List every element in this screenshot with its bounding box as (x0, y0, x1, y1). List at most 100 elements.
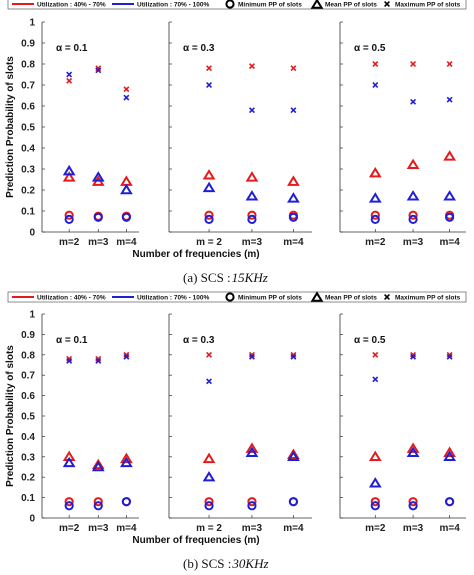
x-tick-label: m=4 (116, 237, 137, 248)
x-tick-label: m=3 (88, 237, 109, 248)
point-util-high-mean (202, 470, 216, 482)
point-util-high-mean (443, 450, 457, 462)
y-tick-label: 0.4 (21, 432, 35, 443)
panel-title: α = 0.3 (183, 43, 215, 54)
point-util-low-max (123, 351, 130, 358)
point-util-high-mean (202, 181, 216, 193)
point-util-high-min (93, 212, 103, 222)
point-util-high-mean (287, 450, 300, 462)
point-util-high-mean (368, 477, 382, 488)
legend-box (7, 291, 467, 303)
y-tick-label: 0.9 (21, 330, 35, 341)
panel-3: α = 0.5 m=2 m=3 m=4 (339, 21, 466, 248)
y-tick-label: 0.5 (21, 412, 35, 423)
legend-marker-min (225, 0, 235, 9)
x-tick-label: m=2 (59, 237, 80, 248)
point-util-high-min (288, 497, 299, 507)
point-util-high-mean (62, 456, 76, 468)
point-util-high-max (66, 71, 73, 78)
point-util-high-mean (62, 164, 76, 176)
legend-label-mean: Mean PP of slots (325, 294, 377, 301)
x-tick-label: m=4 (439, 523, 460, 534)
y-tick-label: 0.3 (21, 452, 35, 463)
point-util-low-mean (443, 446, 457, 457)
panel-title: α = 0.1 (56, 43, 88, 54)
panel-title: α = 0.1 (56, 335, 88, 346)
point-util-high-min (64, 214, 74, 224)
point-util-low-min (247, 497, 257, 507)
point-util-high-max (123, 353, 130, 360)
point-util-high-min (370, 214, 380, 224)
point-util-low-min (370, 497, 380, 507)
point-util-high-max (248, 107, 255, 114)
point-util-low-max (95, 355, 102, 362)
point-util-high-mean (120, 183, 133, 195)
point-util-high-max (123, 94, 130, 101)
panel-2: α = 0.3 m = 2 m=3 m=4 (168, 313, 312, 534)
x-tick-label: m=4 (439, 237, 460, 248)
y-tick-label: 0 (29, 228, 35, 239)
point-util-low-mean (406, 442, 420, 453)
point-util-low-min (370, 210, 380, 220)
point-util-low-mean (202, 452, 216, 464)
point-util-low-max (66, 355, 73, 362)
point-util-high-min (204, 501, 214, 511)
point-util-high-max (290, 107, 297, 114)
y-tick-label: 0 (29, 514, 35, 525)
y-tick-label: 0.2 (21, 473, 35, 484)
point-util-low-mean (120, 175, 133, 186)
legend-label-max: Maximum PP of slots (395, 1, 461, 8)
panel-title: α = 0.5 (354, 335, 386, 346)
x-tick-label: m=3 (242, 523, 263, 534)
y-tick-label: 0.2 (21, 186, 35, 197)
point-util-low-mean (245, 442, 259, 453)
point-util-high-min (121, 497, 131, 507)
point-util-low-max (410, 61, 417, 67)
point-util-high-min (288, 212, 299, 222)
y-tick-label: 0.5 (21, 123, 35, 134)
point-util-high-mean (245, 446, 259, 457)
panel-1: α = 0.1 m=2 m=3 m=4 (41, 21, 139, 248)
point-util-high-max (446, 353, 453, 360)
point-util-high-mean (368, 192, 382, 203)
legend-label-mean: Mean PP of slots (325, 1, 377, 8)
point-util-high-max (290, 353, 297, 360)
point-util-low-mean (62, 171, 76, 182)
point-util-low-max (446, 351, 453, 358)
legend-label-util-high: Utilization : 70% - 100% (137, 1, 209, 8)
point-util-high-max (206, 82, 213, 88)
legend-box (7, 0, 467, 10)
point-util-high-min (445, 212, 455, 222)
x-tick-label: m=4 (283, 523, 304, 534)
panel-2: α = 0.3 m = 2 m=3 m=4 (168, 21, 312, 248)
legend-label-min: Minimum PP of slots (238, 294, 302, 301)
point-util-high-max (66, 357, 73, 364)
point-util-high-min (93, 501, 103, 511)
point-util-low-max (446, 61, 453, 67)
point-util-high-mean (443, 190, 457, 201)
point-util-low-mean (91, 458, 105, 470)
point-util-low-mean (443, 150, 457, 161)
y-tick-label: 0.1 (21, 493, 35, 504)
subfigure-caption: (a) SCS : (183, 270, 231, 285)
point-util-low-max (372, 351, 379, 358)
point-util-low-min (204, 210, 214, 220)
point-util-low-mean (287, 175, 300, 186)
point-util-low-min (64, 497, 74, 507)
point-util-low-min (247, 210, 257, 220)
legend-marker-max (384, 1, 390, 7)
point-util-high-max (95, 357, 102, 364)
x-tick-label: m=4 (283, 237, 304, 248)
y-axis-label: Prediction Probability of slots (5, 56, 16, 198)
point-util-low-mean (202, 169, 216, 180)
point-util-high-max (95, 67, 102, 74)
point-util-low-mean (368, 166, 382, 178)
x-tick-label: m=3 (403, 237, 424, 248)
point-util-low-min (408, 497, 418, 507)
x-tick-label: m=3 (88, 523, 109, 534)
legend-label-util-high: Utilization : 70% - 100% (137, 294, 209, 301)
x-tick-label: m = 2 (196, 237, 222, 248)
legend-marker-min (225, 292, 235, 302)
point-util-high-max (410, 98, 417, 105)
